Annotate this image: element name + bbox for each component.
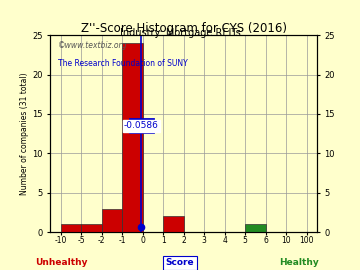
Bar [102,208,122,232]
Text: Healthy: Healthy [279,258,319,267]
Bar [122,43,143,232]
Bar [163,217,184,232]
Text: The Research Foundation of SUNY: The Research Foundation of SUNY [58,59,188,68]
Bar [60,224,81,232]
Text: Industry: Mortgage REITs: Industry: Mortgage REITs [120,28,240,38]
Title: Z''-Score Histogram for CYS (2016): Z''-Score Histogram for CYS (2016) [81,22,287,35]
Y-axis label: Number of companies (31 total): Number of companies (31 total) [21,72,30,195]
Text: ©www.textbiz.org: ©www.textbiz.org [58,41,128,50]
Text: Score: Score [166,258,194,267]
Bar [81,224,102,232]
Bar [245,224,266,232]
Text: Unhealthy: Unhealthy [35,258,87,267]
Text: -0.0586: -0.0586 [124,121,159,130]
